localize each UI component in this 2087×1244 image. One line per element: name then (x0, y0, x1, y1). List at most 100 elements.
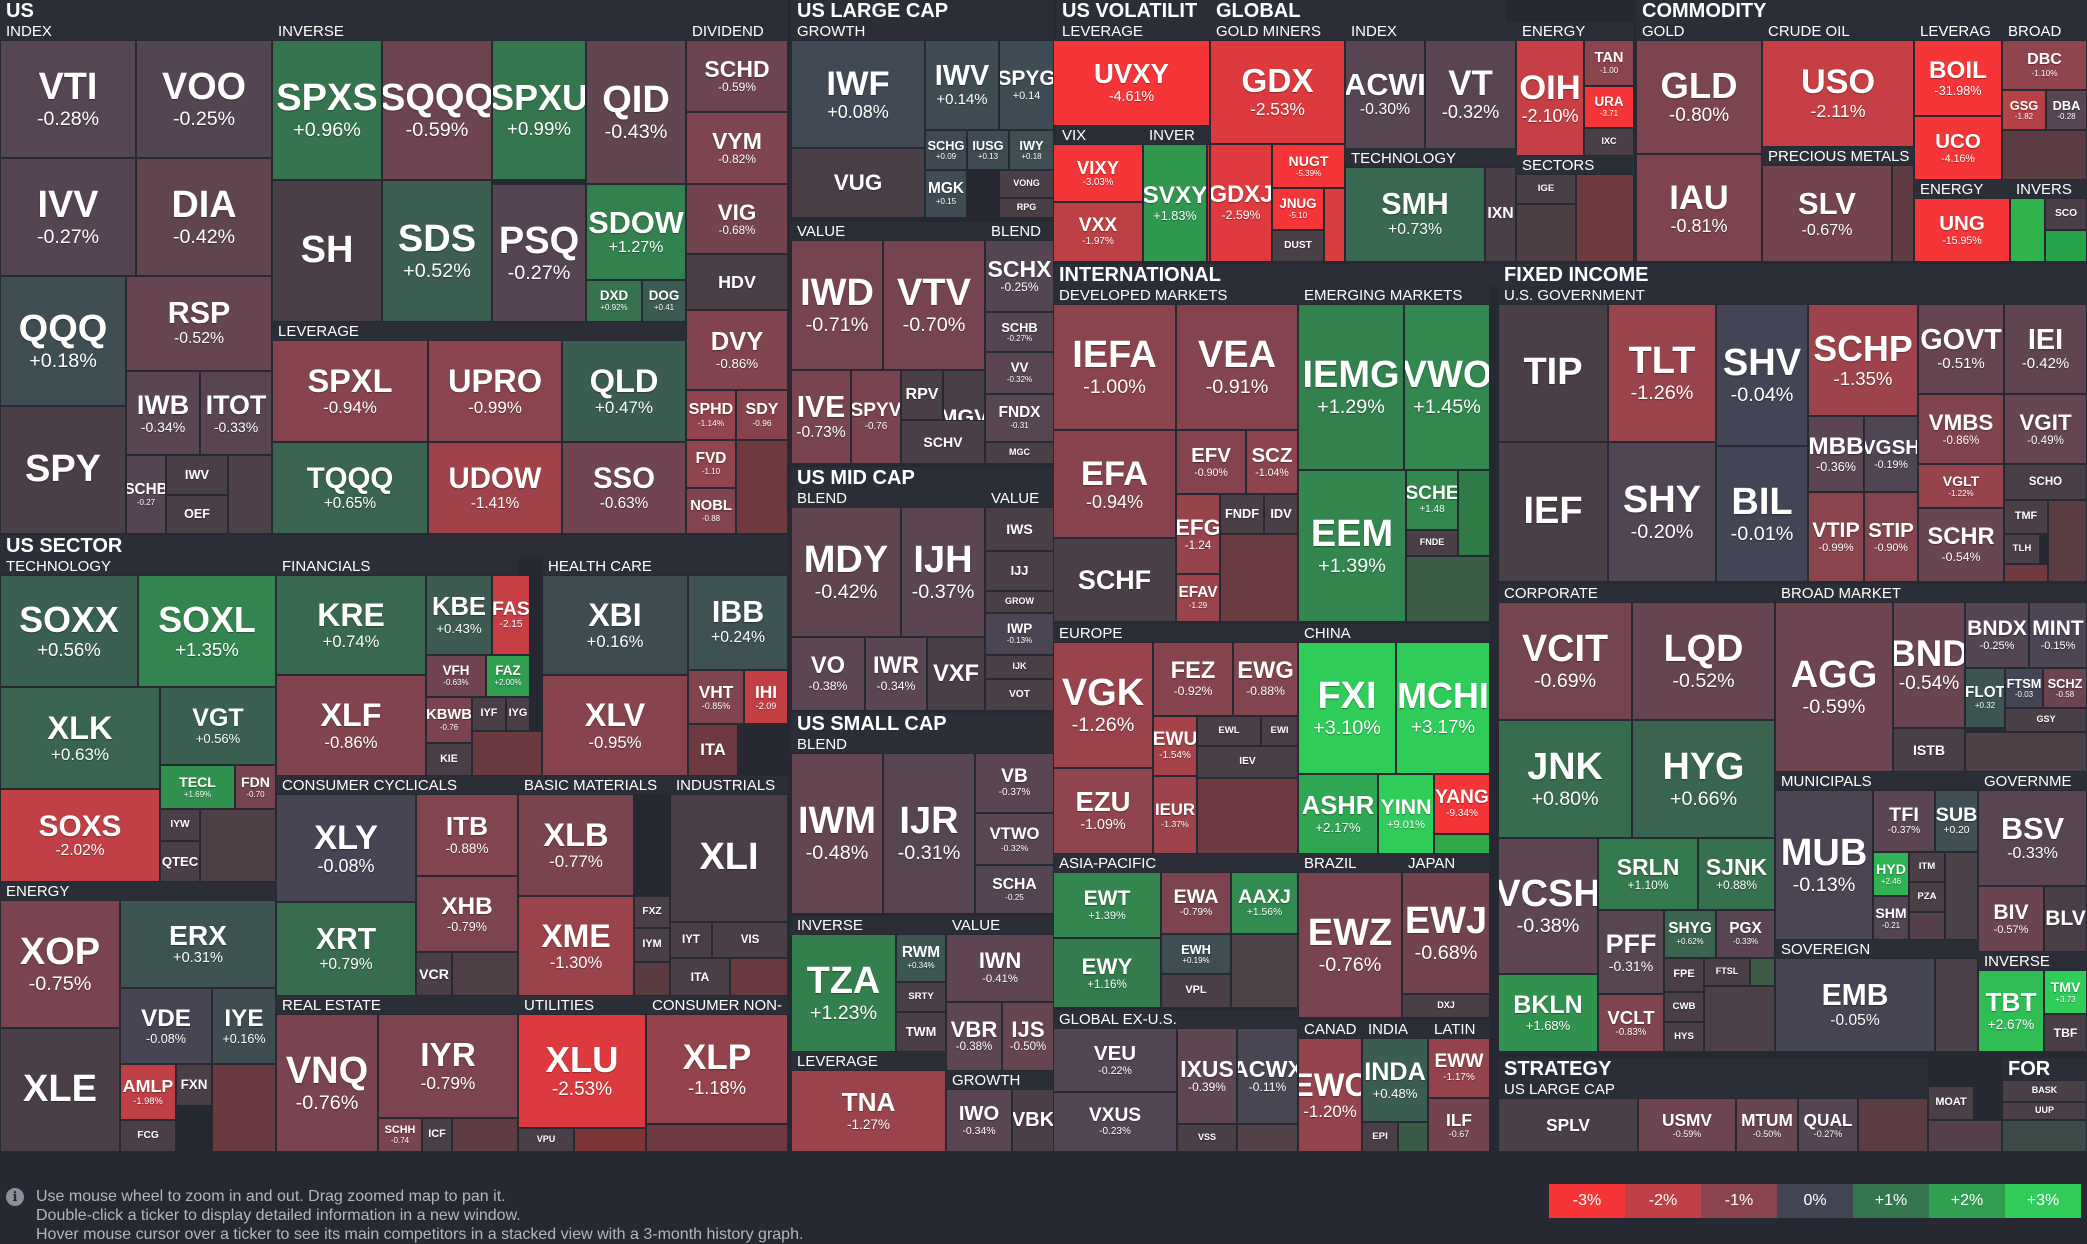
ticker-tip[interactable]: TIP (1498, 304, 1608, 442)
ticker-sphd[interactable]: SPHD -1.14% (686, 390, 736, 440)
ticker-tmf[interactable]: TMF (2004, 500, 2048, 534)
ticker-iwb[interactable]: IWB -0.34% (126, 371, 200, 455)
ticker-cell[interactable] (1220, 534, 1298, 622)
ticker-vwo[interactable]: VWO +1.45% (1404, 304, 1490, 470)
ticker-inda[interactable]: INDA +0.48% (1362, 1038, 1428, 1122)
ticker-vong[interactable]: VONG (999, 170, 1054, 198)
ticker-cell[interactable] (1197, 778, 1298, 854)
ticker-acwx[interactable]: ACWX-0.11% (1237, 1028, 1298, 1124)
ticker-fxn[interactable]: FXN (176, 1064, 212, 1106)
ticker-sdow[interactable]: SDOW +1.27% (586, 184, 686, 280)
ticker-bil[interactable]: BIL -0.01% (1716, 446, 1808, 582)
ticker-cell[interactable] (1965, 732, 2087, 772)
ticker-fxz[interactable]: FXZ (634, 896, 670, 928)
ticker-iyf[interactable]: IYF (472, 697, 506, 731)
ticker-nugt[interactable]: NUGT -5.39% (1272, 144, 1345, 188)
ticker-ashr[interactable]: ASHR +2.17% (1298, 774, 1378, 854)
ticker-vbk[interactable]: VBK (1012, 1089, 1054, 1152)
ticker-efg[interactable]: EFG -1.24 (1176, 494, 1220, 574)
ticker-iusg[interactable]: IUSG +0.13 (967, 130, 1009, 170)
ticker-vpu[interactable]: VPU (518, 1128, 574, 1152)
ticker-cell[interactable] (736, 440, 788, 534)
ticker-iyt[interactable]: IYT (670, 922, 712, 958)
ticker-vym[interactable]: VYM -0.82% (686, 112, 788, 184)
ticker-ewh[interactable]: EWH +0.19% (1161, 934, 1231, 974)
ticker-cwb[interactable]: CWB (1664, 992, 1704, 1022)
ticker-shy[interactable]: SHY -0.20% (1608, 442, 1716, 582)
ticker-xlu[interactable]: XLU -2.53% (518, 1014, 646, 1128)
ticker-hyg[interactable]: HYG +0.66% (1632, 720, 1775, 838)
ticker-itm[interactable]: ITM (1909, 852, 1945, 882)
ticker-cell[interactable] (1928, 1120, 2002, 1152)
ticker-rpg[interactable]: RPG (999, 198, 1054, 218)
ticker-shm[interactable]: SHM -0.21 (1873, 896, 1909, 940)
ticker-ita[interactable]: ITA (688, 724, 738, 776)
ticker-cell[interactable] (1237, 1124, 1298, 1152)
ticker-emb[interactable]: EMB -0.05% (1775, 958, 1935, 1052)
ticker-acwi[interactable]: ACWI -0.30% (1345, 40, 1425, 149)
ticker-sjnk[interactable]: SJNK +0.88% (1698, 838, 1775, 910)
ticker-qid[interactable]: QID -0.43% (586, 40, 686, 184)
ticker-xlb[interactable]: XLB -0.77% (518, 794, 634, 896)
ticker-tfi[interactable]: TFI -0.37% (1873, 790, 1935, 852)
ticker-sdy[interactable]: SDY -0.96 (736, 390, 788, 440)
ticker-fdn[interactable]: FDN -0.70 (235, 765, 276, 809)
ticker-mint[interactable]: MINT -0.15% (2029, 602, 2087, 668)
ticker-upro[interactable]: UPRO -0.99% (428, 340, 562, 442)
ticker-yang[interactable]: YANG -9.34% (1434, 774, 1490, 834)
ticker-dbc[interactable]: DBC -1.10% (2002, 40, 2087, 90)
ticker-eww[interactable]: EWW -1.17% (1428, 1038, 1490, 1098)
ticker-schz[interactable]: SCHZ -0.58 (2043, 668, 2087, 708)
ticker-xlk[interactable]: XLK +0.63% (0, 687, 160, 789)
ticker-epi[interactable]: EPI (1362, 1122, 1398, 1152)
ticker-oih[interactable]: OIH -2.10% (1516, 40, 1584, 156)
ticker-kre[interactable]: KRE +0.74% (276, 575, 426, 675)
ticker-tbt[interactable]: TBT +2.67% (1978, 970, 2044, 1052)
ticker-rpv[interactable]: RPV (901, 370, 943, 420)
ticker-ewa[interactable]: EWA -0.79% (1161, 872, 1231, 934)
ticker-ihi[interactable]: IHI -2.09 (744, 670, 788, 724)
ticker-cell[interactable] (634, 962, 670, 996)
ticker-cell[interactable] (200, 809, 276, 882)
ticker-mbb[interactable]: MBB -0.36% (1808, 416, 1864, 492)
ticker-ftsl[interactable]: FTSL (1704, 958, 1750, 986)
ticker-schv[interactable]: SCHV (901, 420, 985, 464)
ticker-oef[interactable]: OEF (166, 495, 228, 534)
ticker-spyv[interactable]: SPYV -0.76 (851, 370, 901, 464)
ticker-rsp[interactable]: RSP -0.52% (126, 276, 272, 371)
ticker-iwp[interactable]: IWP -0.13% (985, 613, 1054, 655)
ticker-iyg[interactable]: IYG (506, 697, 530, 731)
ticker-efa[interactable]: EFA -0.94% (1053, 430, 1176, 538)
ticker-mgc[interactable]: MGC (985, 442, 1054, 464)
ticker-pgx[interactable]: PGX -0.33% (1716, 910, 1775, 958)
ticker-vxx[interactable]: VXX -1.97% (1053, 202, 1143, 262)
ticker-ewz[interactable]: EWZ -0.76% (1298, 872, 1402, 1018)
ticker-schr[interactable]: SCHR -0.54% (1918, 508, 2004, 582)
ticker-scz[interactable]: SCZ -1.04% (1246, 430, 1298, 494)
ticker-bndx[interactable]: BNDX -0.25% (1965, 602, 2029, 668)
ticker-cell[interactable] (1945, 852, 1978, 940)
ticker-xli[interactable]: XLI (670, 794, 788, 922)
ticker-grow[interactable]: GROW (985, 591, 1054, 613)
ticker-ewg[interactable]: EWG -0.88% (1233, 642, 1298, 716)
ticker-iei[interactable]: IEI -0.42% (2004, 304, 2087, 394)
ticker-xrt[interactable]: XRT +0.79% (276, 902, 416, 996)
ticker-kbwb[interactable]: KBWB -0.76 (426, 697, 472, 743)
ticker-srty[interactable]: SRTY (896, 982, 946, 1012)
ticker-govt[interactable]: GOVT -0.51% (1918, 304, 2004, 394)
ticker-gsg[interactable]: GSG -1.82 (2002, 90, 2046, 130)
ticker-iwf[interactable]: IWF +0.08% (791, 40, 925, 148)
ticker-vig[interactable]: VIG -0.68% (686, 184, 788, 254)
ticker-vfh[interactable]: VFH -0.63% (426, 655, 486, 697)
ticker-tlh[interactable]: TLH (2004, 534, 2040, 564)
ticker-ive[interactable]: IVE -0.73% (791, 370, 851, 464)
ticker-efv[interactable]: EFV -0.90% (1176, 430, 1246, 494)
ticker-xlf[interactable]: XLF -0.86% (276, 675, 426, 776)
ticker-uvxy[interactable]: UVXY -4.61% (1053, 40, 1210, 126)
ticker-itb[interactable]: ITB -0.88% (416, 794, 518, 876)
ticker-udow[interactable]: UDOW -1.41% (428, 442, 562, 534)
ticker-erx[interactable]: ERX +0.31% (120, 900, 276, 988)
ticker-ewl[interactable]: EWL (1197, 716, 1261, 746)
ticker-cell[interactable] (228, 455, 272, 534)
ticker-iyw[interactable]: IYW (160, 809, 200, 841)
